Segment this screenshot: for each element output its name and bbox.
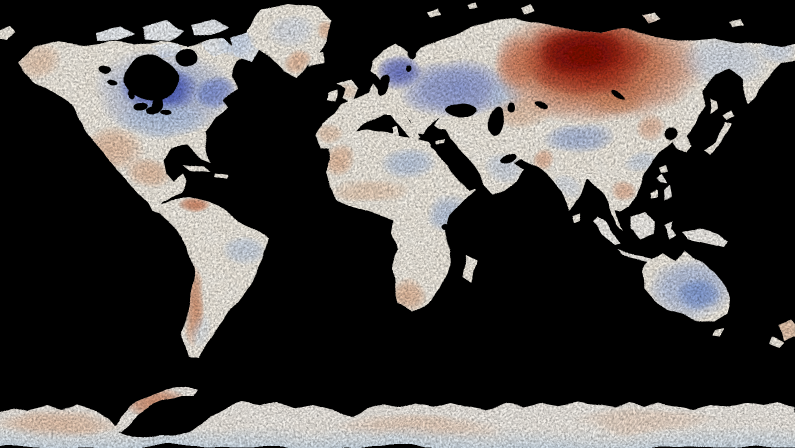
lake-ladoga [405,65,411,71]
lake-baikal [611,89,623,101]
great-lakes-center [147,107,161,115]
bohai-sea [666,128,678,138]
hudson-bay [126,55,178,101]
inland-water [102,46,737,231]
great-lakes-west [134,103,148,111]
white-sea [408,49,416,59]
great-lakes-east [161,110,171,116]
sea-of-okhotsk [707,75,737,101]
black-sea [446,101,476,117]
great-slave-lake [110,79,120,85]
caspian-sea [489,104,505,136]
lake-balkhash [534,100,546,108]
persian-gulf [497,153,515,165]
foxe-basin [175,46,197,64]
lake-victoria [444,225,452,231]
aral-sea [508,101,516,111]
great-bear-lake [102,66,114,74]
red-sea [430,144,482,194]
lake-winnipeg [129,90,135,100]
baltic-sea [376,73,390,93]
